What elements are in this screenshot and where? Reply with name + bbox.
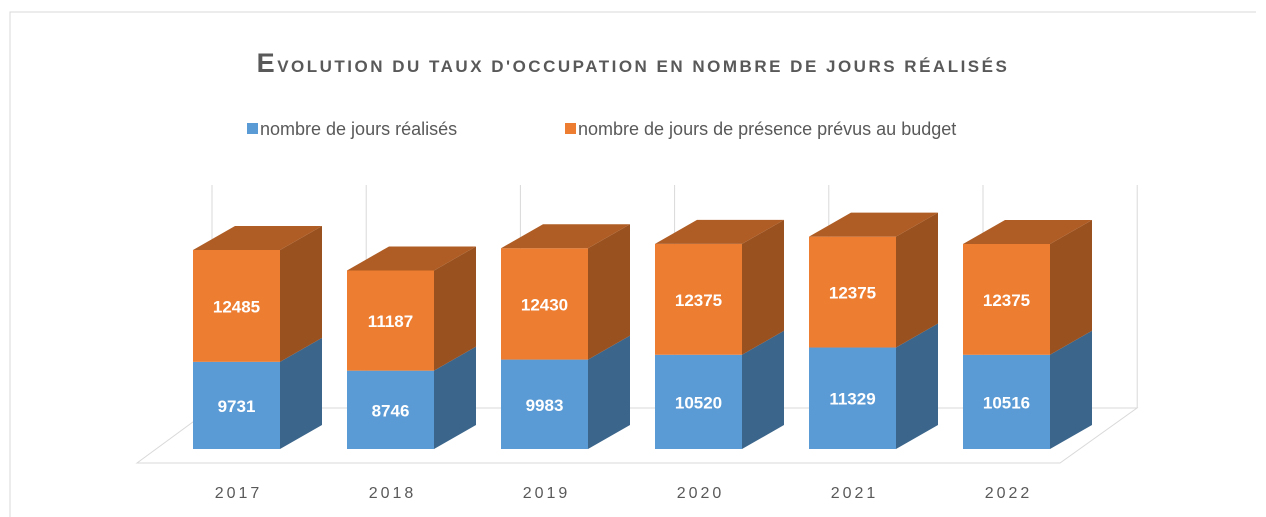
bar-top [347,246,476,271]
bar-top [193,226,322,250]
bar-front [193,250,280,362]
bar-side [434,346,476,449]
bar-front [501,359,588,449]
bar-front [809,236,896,348]
bar-front [347,370,434,449]
legend-swatch [565,123,576,134]
bar-top [963,219,1092,244]
value-label: 12430 [521,295,568,314]
bar-side [280,337,322,449]
value-label: 11187 [368,312,413,331]
bar-side [434,246,476,371]
bar-front [655,243,742,355]
x-tick-label: 2020 [677,485,725,502]
bar-front [347,270,434,371]
bar-front [655,354,742,449]
x-tick-label: 2018 [369,485,417,502]
bar-side [896,212,938,348]
bar-side [896,323,938,449]
value-label: 12485 [213,297,260,316]
x-tick-label: 2019 [523,485,571,502]
bar-top [809,212,938,237]
value-label: 10520 [675,393,722,412]
bar-front [193,361,280,449]
legend-label: nombre de jours de présence prévus au bu… [578,119,956,139]
bar-front [963,354,1050,449]
bar-side [742,330,784,449]
legend-swatch [247,123,258,134]
bar-front [963,243,1050,355]
value-label: 11329 [829,390,875,409]
bar-front [501,248,588,360]
chart-frame [9,11,1256,517]
value-label: 12375 [983,291,1030,310]
bar-side [742,219,784,355]
x-tick-label: 2021 [831,485,879,502]
bar-front [809,347,896,449]
value-label: 12375 [675,291,722,310]
value-label: 9983 [526,396,564,415]
x-tick-label: 2022 [985,485,1033,502]
bar-top [655,219,784,244]
value-label: 12375 [829,284,876,303]
bar-side [280,226,322,362]
bar-side [588,335,630,449]
bar-top [501,224,630,249]
legend-label: nombre de jours réalisés [260,119,457,139]
value-label: 10516 [983,393,1030,412]
value-label: 8746 [372,401,410,420]
bar-side [1050,219,1092,355]
chart-title: EVOLUTION DU TAUX D'OCCUPATION EN NOMBRE… [256,48,1010,78]
x-tick-label: 2017 [215,485,263,502]
bar-side [588,224,630,360]
value-label: 9731 [218,397,256,416]
bar-side [1050,330,1092,449]
